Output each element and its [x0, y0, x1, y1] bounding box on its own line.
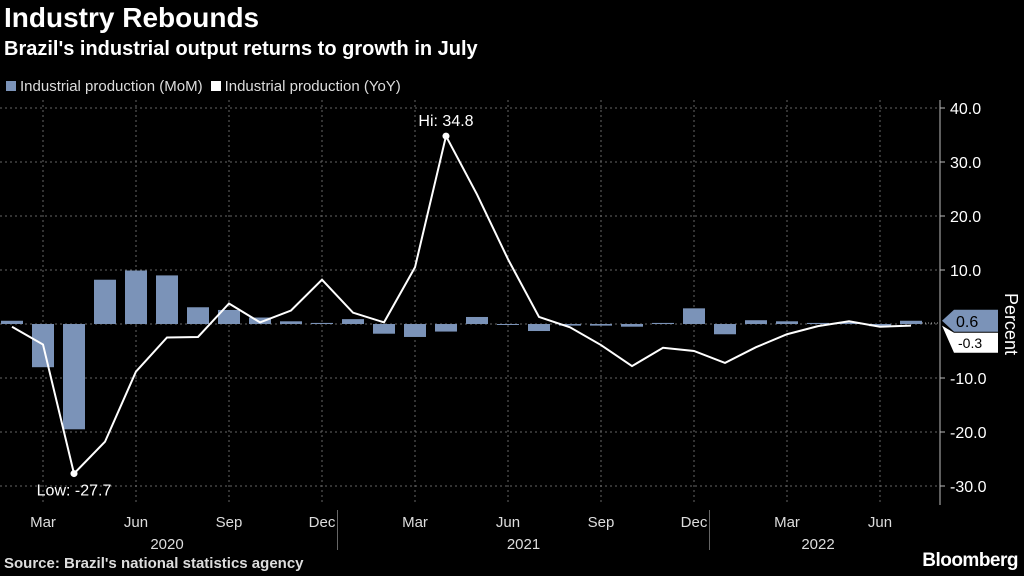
legend: Industrial production (MoM) Industrial p… — [6, 78, 401, 95]
y-tick-label: 10.0 — [950, 263, 981, 280]
y-tick-label: 40.0 — [950, 101, 981, 118]
legend-label-yoy: Industrial production (YoY) — [224, 78, 401, 95]
y-tick-label: 20.0 — [950, 209, 981, 226]
bar-mom — [373, 324, 395, 334]
bar-mom — [745, 320, 767, 324]
x-tick-label: Mar — [30, 514, 56, 531]
y-tick-label: -20.0 — [950, 425, 987, 442]
bar-mom — [776, 321, 798, 324]
legend-label-mom: Industrial production (MoM) — [20, 78, 203, 95]
last-bar-badge — [942, 309, 998, 332]
bar-mom — [590, 324, 612, 326]
bar-mom — [249, 317, 271, 324]
bar-mom — [683, 308, 705, 324]
bar-mom — [838, 322, 860, 324]
year-label: 2022 — [801, 536, 834, 553]
bar-mom — [559, 324, 581, 326]
high-marker — [442, 132, 450, 140]
chart-subtitle: Brazil's industrial output returns to gr… — [4, 38, 478, 60]
low-marker — [70, 470, 78, 478]
bar-mom — [435, 324, 457, 332]
x-tick-label: Mar — [402, 514, 428, 531]
y-tick-label: -30.0 — [950, 479, 987, 496]
bar-mom — [342, 319, 364, 324]
legend-yoy: Industrial production (YoY) — [210, 78, 401, 95]
bar-mom — [218, 309, 240, 324]
x-tick-label: Dec — [681, 514, 708, 531]
bar-mom — [94, 279, 116, 324]
year-label: 2021 — [507, 536, 540, 553]
last-bar-value: 0.6 — [956, 314, 978, 331]
x-tick-label: Jun — [868, 514, 892, 531]
bar-mom — [652, 322, 674, 324]
bar-mom — [1, 320, 23, 324]
bar-mom — [497, 324, 519, 325]
legend-mom: Industrial production (MoM) — [6, 78, 203, 95]
bar-mom — [125, 270, 147, 324]
bar-mom — [528, 324, 550, 332]
last-line-value: -0.3 — [958, 335, 982, 351]
bar-mom — [404, 324, 426, 337]
bar-mom — [63, 324, 85, 430]
x-tick-label: Sep — [216, 514, 243, 531]
bar-mom — [869, 324, 891, 327]
line-yoy — [11, 133, 912, 476]
bar-mom — [807, 322, 829, 324]
x-tick-label: Dec — [309, 514, 336, 531]
bar-mom — [156, 275, 178, 324]
high-label: Hi: 34.8 — [418, 113, 473, 130]
y-tick-label: -10.0 — [950, 371, 987, 388]
low-label: Low: -27.7 — [37, 483, 112, 500]
x-tick-label: Jun — [124, 514, 148, 531]
x-tick-label: Mar — [774, 514, 800, 531]
year-label: 2020 — [150, 536, 183, 553]
bar-mom — [714, 324, 736, 335]
y-tick-label: 30.0 — [950, 155, 981, 172]
bar-mom — [311, 322, 333, 324]
chart-title: Industry Rebounds — [4, 2, 260, 33]
bar-mom — [280, 321, 302, 324]
bar-mom — [187, 307, 209, 324]
bar-mom — [900, 320, 922, 324]
x-tick-label: Sep — [588, 514, 615, 531]
legend-swatch-yoy — [210, 81, 221, 91]
bloomberg-logo: Bloomberg — [922, 550, 1018, 571]
legend-swatch-mom — [6, 81, 16, 91]
x-tick-label: Jun — [496, 514, 520, 531]
y-axis-title: Percent — [1001, 293, 1021, 355]
bar-mom — [621, 324, 643, 327]
last-line-badge — [942, 325, 998, 353]
source-note: Source: Brazil's national statistics age… — [4, 555, 304, 572]
bar-mom — [466, 316, 488, 324]
